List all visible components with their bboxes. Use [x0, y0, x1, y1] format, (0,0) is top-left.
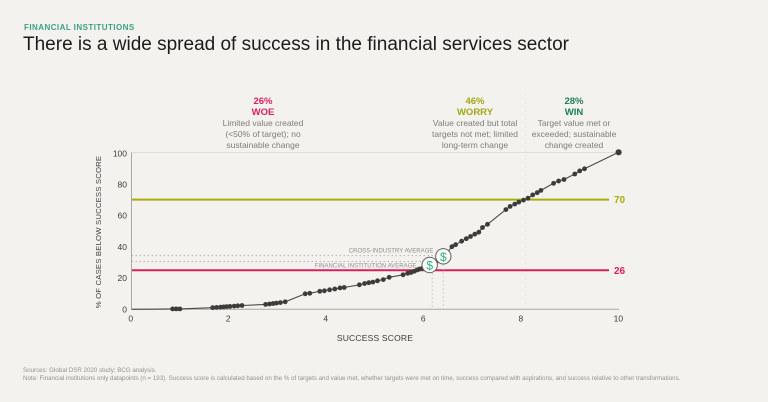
svg-text:% OF CASES BELOW SUCCESS SCORE: % OF CASES BELOW SUCCESS SCORE: [94, 156, 103, 309]
svg-text:80: 80: [118, 180, 128, 190]
svg-text:0: 0: [122, 304, 127, 314]
svg-text:40: 40: [118, 242, 128, 252]
svg-text:FINANCIAL INSTITUTION AVERAGE: FINANCIAL INSTITUTION AVERAGE: [315, 264, 417, 270]
svg-text:4: 4: [323, 314, 328, 324]
svg-text:2: 2: [226, 314, 231, 324]
svg-text:60: 60: [118, 211, 128, 221]
svg-text:100: 100: [113, 148, 127, 158]
svg-text:$: $: [440, 250, 447, 264]
svg-text:8: 8: [519, 314, 524, 324]
svg-text:0: 0: [128, 314, 133, 324]
svg-text:10: 10: [614, 314, 624, 324]
svg-text:6: 6: [421, 314, 426, 324]
svg-text:SUCCESS SCORE: SUCCESS SCORE: [337, 333, 413, 343]
svg-text:70: 70: [614, 195, 626, 206]
svg-text:$: $: [426, 259, 433, 273]
svg-text:20: 20: [118, 273, 128, 283]
svg-text:26: 26: [614, 266, 626, 277]
svg-text:CROSS-INDUSTRY AVERAGE: CROSS-INDUSTRY AVERAGE: [349, 248, 434, 254]
